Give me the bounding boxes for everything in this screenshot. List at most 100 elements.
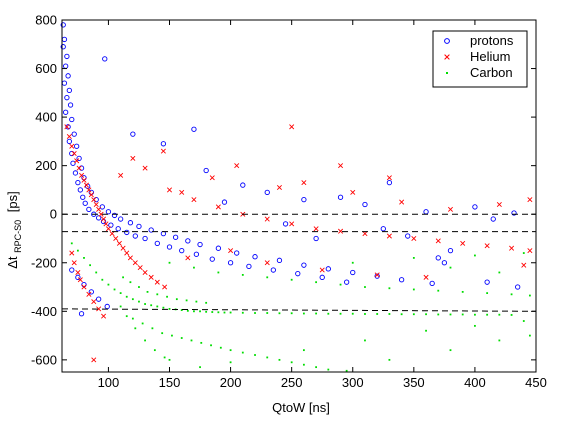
point-carbon-34 bbox=[327, 312, 330, 315]
point-protons-99 bbox=[380, 226, 386, 232]
point-carbon-109 bbox=[412, 257, 415, 259]
point-carbon-72 bbox=[254, 354, 256, 356]
point-protons-39 bbox=[136, 223, 142, 229]
point-helium-38 bbox=[75, 269, 81, 275]
point-protons-101 bbox=[221, 199, 228, 205]
point-carbon-7 bbox=[113, 288, 116, 291]
point-carbon-113 bbox=[498, 271, 501, 274]
point-carbon-23 bbox=[211, 311, 214, 313]
point-carbon-115 bbox=[125, 315, 128, 318]
point-protons-83 bbox=[472, 204, 478, 210]
point-protons-95 bbox=[484, 279, 490, 285]
point-protons-73 bbox=[88, 289, 94, 295]
point-carbon-114 bbox=[119, 305, 122, 308]
point-protons-24 bbox=[77, 187, 83, 193]
point-carbon-107 bbox=[528, 334, 531, 337]
axes-frame bbox=[61, 19, 537, 373]
point-helium-17 bbox=[105, 226, 111, 232]
point-helium-2 bbox=[69, 143, 75, 149]
point-carbon-92 bbox=[461, 290, 464, 293]
point-helium-66 bbox=[399, 199, 405, 205]
point-protons-57 bbox=[276, 257, 283, 263]
x-axis-label: QtoW [ns] bbox=[272, 400, 330, 415]
point-helium-0 bbox=[64, 124, 70, 130]
point-helium-27 bbox=[148, 274, 154, 280]
point-protons-15 bbox=[74, 143, 80, 149]
x-tick-label: 300 bbox=[342, 375, 364, 390]
point-protons-61 bbox=[325, 266, 331, 272]
point-carbon-108 bbox=[351, 261, 354, 264]
point-helium-28 bbox=[154, 279, 160, 285]
point-carbon-4 bbox=[95, 271, 98, 274]
point-helium-77 bbox=[319, 267, 325, 273]
point-protons-86 bbox=[191, 126, 197, 132]
point-carbon-59 bbox=[205, 301, 208, 304]
point-carbon-35 bbox=[339, 312, 342, 315]
point-carbon-82 bbox=[217, 271, 220, 274]
point-carbon-73 bbox=[266, 356, 269, 359]
point-helium-34 bbox=[101, 313, 107, 319]
point-carbon-71 bbox=[241, 351, 244, 354]
point-helium-30 bbox=[81, 284, 87, 290]
point-carbon-96 bbox=[168, 358, 171, 361]
point-carbon-78 bbox=[327, 368, 330, 371]
point-carbon-97 bbox=[199, 366, 201, 369]
point-carbon-55 bbox=[166, 295, 168, 298]
point-carbon-67 bbox=[200, 341, 203, 344]
point-protons-74 bbox=[95, 296, 102, 302]
point-protons-28 bbox=[82, 200, 88, 206]
point-protons-88 bbox=[130, 131, 136, 137]
y-tick-label: 600 bbox=[35, 61, 57, 76]
point-protons-90 bbox=[337, 194, 344, 200]
point-helium-51 bbox=[435, 238, 441, 244]
point-carbon-19 bbox=[186, 309, 189, 312]
point-protons-18 bbox=[70, 160, 76, 166]
point-helium-33 bbox=[96, 306, 102, 312]
point-protons-64 bbox=[295, 271, 301, 277]
point-protons-94 bbox=[441, 260, 448, 266]
point-carbon-56 bbox=[175, 298, 178, 301]
point-carbon-57 bbox=[185, 299, 188, 302]
point-protons-66 bbox=[319, 274, 325, 280]
y-tick-label: -600 bbox=[31, 352, 57, 367]
point-carbon-8 bbox=[119, 292, 122, 295]
legend-label-protons: protons bbox=[470, 33, 514, 48]
point-carbon-32 bbox=[302, 312, 305, 315]
point-protons-29 bbox=[99, 204, 105, 210]
point-carbon-16 bbox=[168, 307, 171, 310]
point-carbon-117 bbox=[144, 339, 146, 342]
point-helium-7 bbox=[81, 177, 87, 183]
y-tick-label: -400 bbox=[31, 304, 57, 319]
point-helium-40 bbox=[166, 187, 173, 193]
point-protons-3 bbox=[64, 53, 70, 60]
point-helium-16 bbox=[103, 221, 109, 227]
point-carbon-25 bbox=[223, 311, 226, 314]
legend-marker-helium bbox=[444, 54, 450, 60]
point-protons-11 bbox=[69, 116, 75, 123]
point-helium-8 bbox=[83, 182, 89, 188]
point-protons-17 bbox=[76, 155, 82, 162]
point-helium-11 bbox=[91, 197, 97, 203]
point-carbon-5 bbox=[101, 278, 104, 281]
point-helium-73 bbox=[160, 148, 166, 154]
point-carbon-43 bbox=[437, 313, 440, 316]
point-protons-67 bbox=[398, 277, 405, 283]
point-protons-59 bbox=[301, 262, 307, 268]
point-carbon-24 bbox=[217, 311, 220, 314]
point-carbon-46 bbox=[474, 313, 476, 316]
point-helium-46 bbox=[313, 226, 319, 232]
point-helium-59 bbox=[386, 175, 392, 181]
point-protons-26 bbox=[80, 194, 86, 200]
point-carbon-98 bbox=[229, 361, 232, 364]
point-helium-58 bbox=[338, 163, 344, 169]
point-carbon-33 bbox=[315, 312, 318, 315]
point-carbon-30 bbox=[278, 312, 281, 315]
point-protons-56 bbox=[209, 256, 215, 262]
x-tick-label: 450 bbox=[525, 375, 547, 390]
legend-marker-carbon bbox=[446, 72, 448, 74]
point-protons-50 bbox=[166, 244, 173, 250]
legend-label-carbon: Carbon bbox=[470, 65, 513, 80]
legend-marker-protons bbox=[444, 38, 450, 44]
point-carbon-91 bbox=[437, 289, 440, 292]
point-helium-67 bbox=[447, 206, 454, 212]
